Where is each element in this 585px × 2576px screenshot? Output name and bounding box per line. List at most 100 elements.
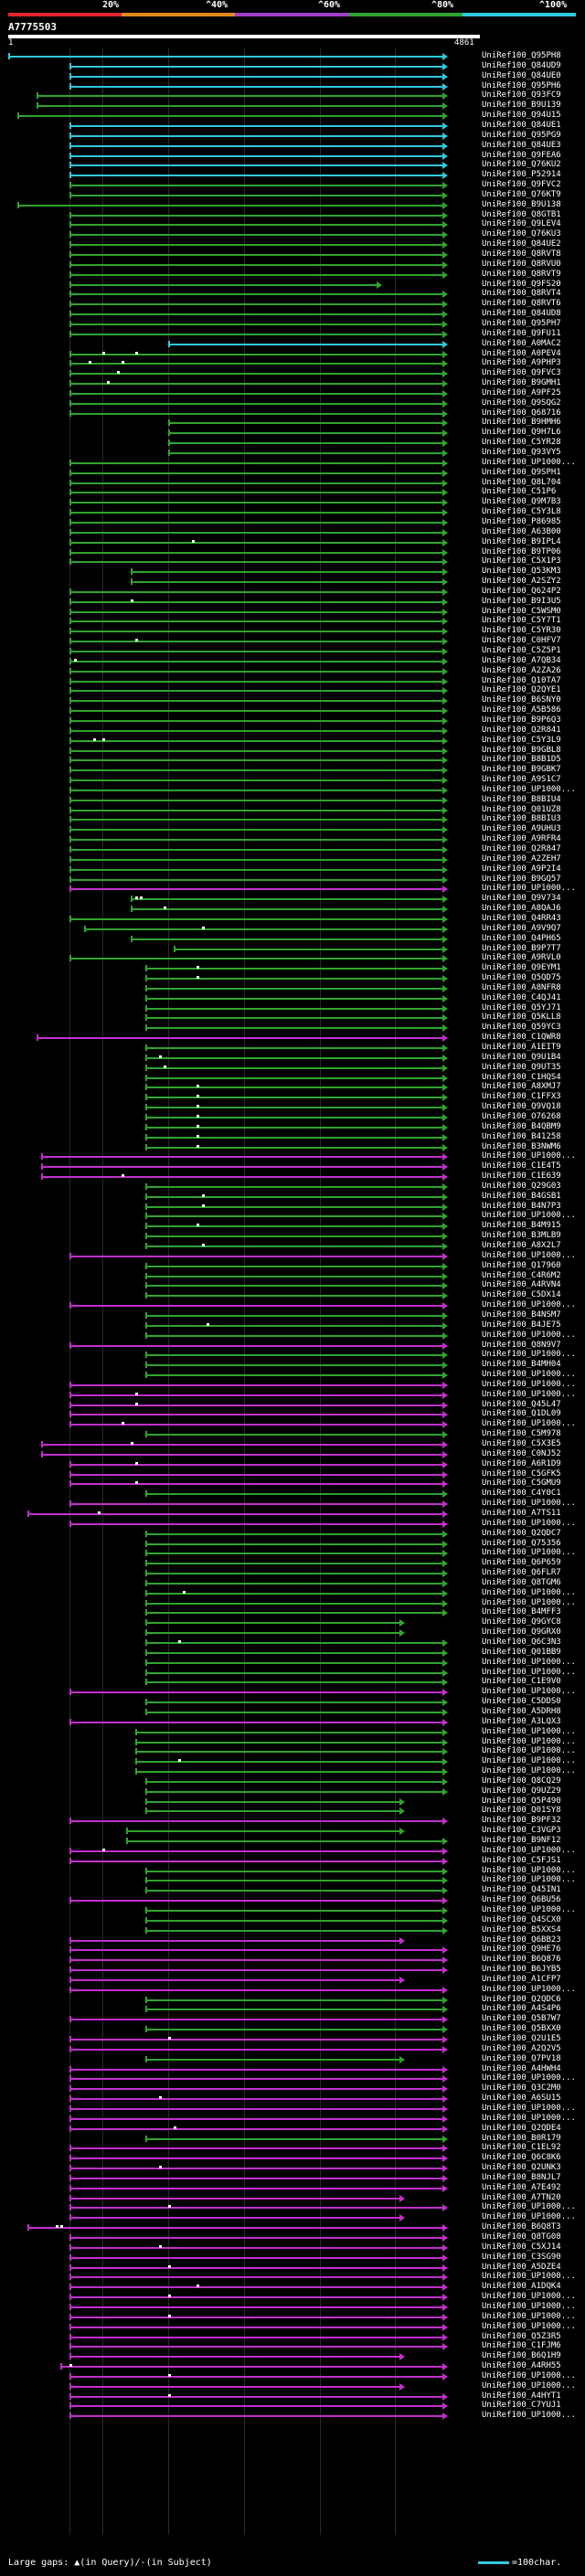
hit-accession-link[interactable]: UniRef100_A8XMJ7	[482, 1082, 561, 1091]
alignment-bar[interactable]	[60, 2366, 443, 2368]
hit-accession-link[interactable]: UniRef100_Q9HE76	[482, 1945, 561, 1954]
alignment-bar[interactable]	[69, 1384, 443, 1386]
hit-row[interactable]: UniRef100_UP1000...	[0, 1875, 585, 1885]
hit-row[interactable]: UniRef100_UP1000...	[0, 1330, 585, 1341]
hit-row[interactable]: UniRef100_B9GMH1	[0, 378, 585, 388]
hit-row[interactable]: UniRef100_A9UHU3	[0, 824, 585, 834]
hit-row[interactable]: UniRef100_B9U139	[0, 101, 585, 111]
hit-accession-link[interactable]: UniRef100_Q8CQ29	[482, 1776, 561, 1786]
alignment-bar[interactable]	[145, 1196, 443, 1198]
hit-accession-link[interactable]: UniRef100_UP1000...	[482, 1548, 576, 1557]
alignment-bar[interactable]	[145, 1246, 443, 1247]
hit-row[interactable]: UniRef100_B4MH04	[0, 1360, 585, 1370]
hit-row[interactable]: UniRef100_Q6BU56	[0, 1895, 585, 1905]
hit-accession-link[interactable]: UniRef100_B9IPL4	[482, 537, 561, 546]
hit-accession-link[interactable]: UniRef100_Q9GYC8	[482, 1617, 561, 1627]
hit-accession-link[interactable]: UniRef100_UP1000...	[482, 1211, 576, 1220]
hit-accession-link[interactable]: UniRef100_UP1000...	[482, 1668, 576, 1677]
hit-accession-link[interactable]: UniRef100_Q95PH8	[482, 51, 561, 60]
alignment-bar[interactable]	[69, 1424, 443, 1426]
alignment-bar[interactable]	[69, 2217, 400, 2219]
hit-row[interactable]: UniRef100_A7QB34	[0, 656, 585, 666]
hit-row[interactable]: UniRef100_A1EIT9	[0, 1043, 585, 1053]
hit-row[interactable]: UniRef100_C3VGP3	[0, 1826, 585, 1836]
hit-accession-link[interactable]: UniRef100_B4M915	[482, 1221, 561, 1230]
alignment-bar[interactable]	[145, 1563, 443, 1564]
hit-accession-link[interactable]: UniRef100_C7YUJ1	[482, 2401, 561, 2410]
hit-accession-link[interactable]: UniRef100_Q9SQG2	[482, 398, 561, 408]
alignment-bar[interactable]	[41, 1156, 443, 1158]
alignment-bar[interactable]	[69, 1949, 443, 1951]
hit-row[interactable]: UniRef100_B3NWM6	[0, 1142, 585, 1152]
hit-row[interactable]: UniRef100_A7TS11	[0, 1509, 585, 1519]
hit-row[interactable]: UniRef100_Q84UE1	[0, 121, 585, 131]
alignment-bar[interactable]	[145, 1810, 400, 1812]
hit-row[interactable]: UniRef100_C1QWR8	[0, 1033, 585, 1043]
hit-row[interactable]: UniRef100_UP1000...	[0, 1588, 585, 1598]
hit-row[interactable]: UniRef100_Q2UNK3	[0, 2163, 585, 2173]
alignment-bar[interactable]	[145, 1920, 443, 1922]
hit-accession-link[interactable]: UniRef100_B9P7T7	[482, 944, 561, 953]
hit-row[interactable]: UniRef100_Q8N9V7	[0, 1341, 585, 1351]
alignment-bar[interactable]	[145, 1137, 443, 1139]
hit-row[interactable]: UniRef100_Q75356	[0, 1539, 585, 1549]
hit-accession-link[interactable]: UniRef100_B4GSB1	[482, 1192, 561, 1201]
hit-accession-link[interactable]: UniRef100_A5DRH8	[482, 1707, 561, 1716]
alignment-bar[interactable]	[168, 452, 443, 454]
alignment-bar[interactable]	[69, 403, 443, 405]
hit-row[interactable]: UniRef100_Q8RVT9	[0, 270, 585, 280]
alignment-bar[interactable]	[69, 591, 443, 593]
hit-row[interactable]: UniRef100_UP1000...	[0, 1737, 585, 1747]
alignment-bar[interactable]	[37, 1037, 443, 1039]
alignment-bar[interactable]	[69, 2257, 443, 2259]
alignment-bar[interactable]	[69, 561, 443, 563]
hit-accession-link[interactable]: UniRef100_B8B1D5	[482, 755, 561, 764]
hit-accession-link[interactable]: UniRef100_C4QJ41	[482, 993, 561, 1002]
hit-accession-link[interactable]: UniRef100_C5GFK5	[482, 1469, 561, 1479]
hit-accession-link[interactable]: UniRef100_Q6BU56	[482, 1895, 561, 1904]
hit-accession-link[interactable]: UniRef100_UP1000...	[482, 1746, 576, 1755]
hit-accession-link[interactable]: UniRef100_C1E4T5	[482, 1161, 561, 1171]
hit-row[interactable]: UniRef100_UP1000...	[0, 1866, 585, 1876]
hit-accession-link[interactable]: UniRef100_A6R1D9	[482, 1459, 561, 1468]
hit-accession-link[interactable]: UniRef100_Q9V734	[482, 894, 561, 903]
hit-accession-link[interactable]: UniRef100_UP1000...	[482, 1380, 576, 1389]
hit-row[interactable]: UniRef100_B0R179	[0, 2134, 585, 2144]
hit-accession-link[interactable]: UniRef100_C5FJS1	[482, 1856, 561, 1865]
alignment-bar[interactable]	[69, 879, 443, 881]
hit-row[interactable]: UniRef100_Q68716	[0, 408, 585, 419]
alignment-bar[interactable]	[69, 1722, 443, 1723]
hit-accession-link[interactable]: UniRef100_UP1000...	[482, 1766, 576, 1776]
hit-row[interactable]: UniRef100_A2Q2V5	[0, 2044, 585, 2054]
hit-row[interactable]: UniRef100_Q8RVT6	[0, 299, 585, 309]
alignment-bar[interactable]	[69, 2118, 443, 2120]
alignment-bar[interactable]	[69, 185, 443, 186]
alignment-bar[interactable]	[69, 492, 443, 493]
alignment-bar[interactable]	[131, 908, 443, 910]
hit-row[interactable]: UniRef100_C1HQS4	[0, 1073, 585, 1083]
hit-row[interactable]: UniRef100_B6SNY0	[0, 695, 585, 705]
alignment-bar[interactable]	[126, 1830, 400, 1832]
hit-row[interactable]: UniRef100_Q9FS20	[0, 280, 585, 290]
hit-row[interactable]: UniRef100_Q8TG08	[0, 2232, 585, 2242]
alignment-bar[interactable]	[17, 205, 443, 207]
alignment-bar[interactable]	[69, 334, 443, 335]
alignment-bar[interactable]	[69, 552, 443, 554]
hit-row[interactable]: UniRef100_Q5QD75	[0, 973, 585, 983]
alignment-bar[interactable]	[145, 1593, 443, 1595]
hit-row[interactable]: UniRef100_B8BIU4	[0, 795, 585, 805]
hit-accession-link[interactable]: UniRef100_B9PF32	[482, 1816, 561, 1825]
alignment-bar[interactable]	[145, 1215, 443, 1217]
alignment-bar[interactable]	[69, 76, 443, 78]
hit-row[interactable]: UniRef100_Q9GRX0	[0, 1627, 585, 1638]
hit-row[interactable]: UniRef100_Q17960	[0, 1261, 585, 1271]
hit-accession-link[interactable]: UniRef100_UP1000...	[482, 2381, 576, 2390]
alignment-bar[interactable]	[69, 700, 443, 702]
hit-row[interactable]: UniRef100_C5DDS0	[0, 1697, 585, 1707]
hit-accession-link[interactable]: UniRef100_Q6C8K6	[482, 2153, 561, 2162]
hit-accession-link[interactable]: UniRef100_Q2QDC7	[482, 1529, 561, 1538]
alignment-bar[interactable]	[145, 1493, 443, 1495]
hit-row[interactable]: UniRef100_A7E492	[0, 2183, 585, 2193]
alignment-bar[interactable]	[69, 363, 443, 365]
alignment-bar[interactable]	[145, 1652, 443, 1654]
